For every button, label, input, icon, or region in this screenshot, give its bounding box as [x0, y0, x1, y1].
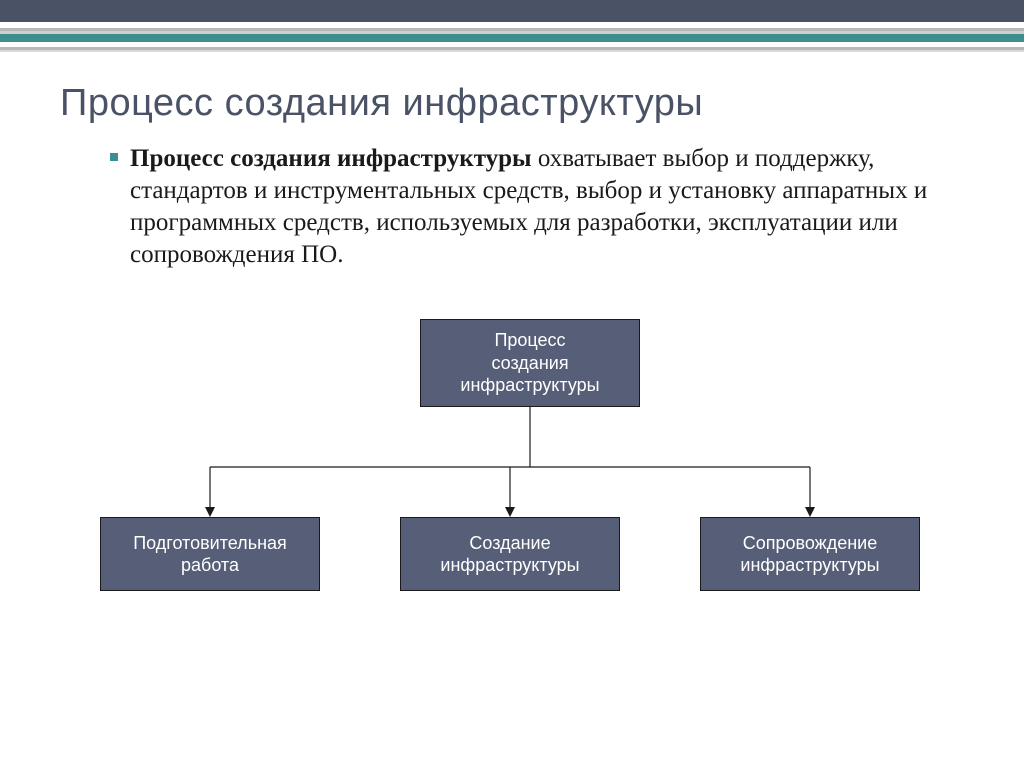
slide-content: Процесс создания инфраструктуры Процесс … [0, 52, 1024, 609]
node-root: Процесссозданияинфраструктуры [420, 319, 640, 407]
paragraph: Процесс создания инфраструктуры охватыва… [130, 143, 964, 271]
body-text: Процесс создания инфраструктуры охватыва… [60, 143, 964, 271]
bullet-icon [110, 153, 118, 161]
slide-title: Процесс создания инфраструктуры [60, 82, 964, 125]
header-bars [0, 0, 1024, 52]
tree-diagram: Процесссозданияинфраструктуры Подготовите… [60, 319, 964, 609]
node-create: Созданиеинфраструктуры [400, 517, 620, 591]
node-prep: Подготовительнаяработа [100, 517, 320, 591]
header-bar [0, 0, 1024, 22]
paragraph-lead: Процесс создания инфраструктуры [130, 145, 532, 172]
node-maint: Сопровождениеинфраструктуры [700, 517, 920, 591]
header-bar [0, 34, 1024, 42]
